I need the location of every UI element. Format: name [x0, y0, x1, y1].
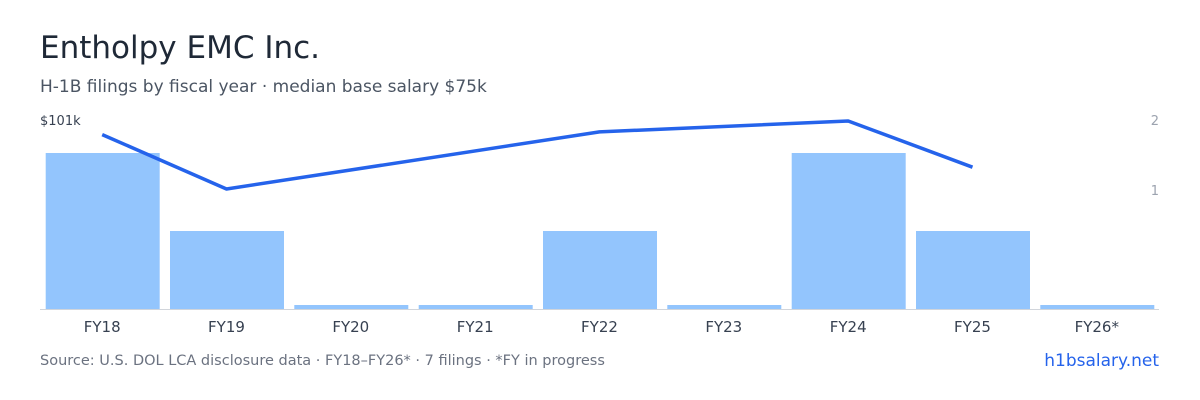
x-tick-label: FY25 [954, 318, 991, 336]
x-tick-label: FY26* [1075, 318, 1120, 336]
bar-fy22 [543, 231, 657, 309]
source-note: Source: U.S. DOL LCA disclosure data · F… [40, 353, 605, 369]
bar-fy25 [916, 231, 1030, 309]
site-link[interactable]: h1bsalary.net [1044, 351, 1159, 371]
page-subtitle: H-1B filings by fiscal year · median bas… [40, 77, 487, 97]
bar-fy23 [667, 305, 782, 309]
bar-fy18 [45, 153, 160, 309]
page-title: Entholpy EMC Inc. [40, 30, 321, 66]
x-tick-label: FY22 [581, 318, 618, 336]
salary-line [101, 119, 974, 191]
bar-fy24 [791, 153, 906, 309]
left-axis-max-label: $101k [40, 114, 81, 129]
x-tick-label: FY18 [84, 318, 121, 336]
bar-fy19 [170, 231, 284, 309]
right-axis-tick-1: 1 [1151, 184, 1159, 199]
x-tick-label: FY20 [332, 318, 369, 336]
bar-fy20 [294, 305, 409, 309]
x-tick-label: FY24 [830, 318, 867, 336]
bar-fy26-partial [1040, 305, 1155, 309]
right-axis-tick-2: 2 [1151, 114, 1159, 129]
x-tick-label: FY21 [457, 318, 494, 336]
x-tick-label: FY23 [705, 318, 742, 336]
x-tick-label: FY19 [208, 318, 245, 336]
bar-fy21 [418, 305, 533, 309]
